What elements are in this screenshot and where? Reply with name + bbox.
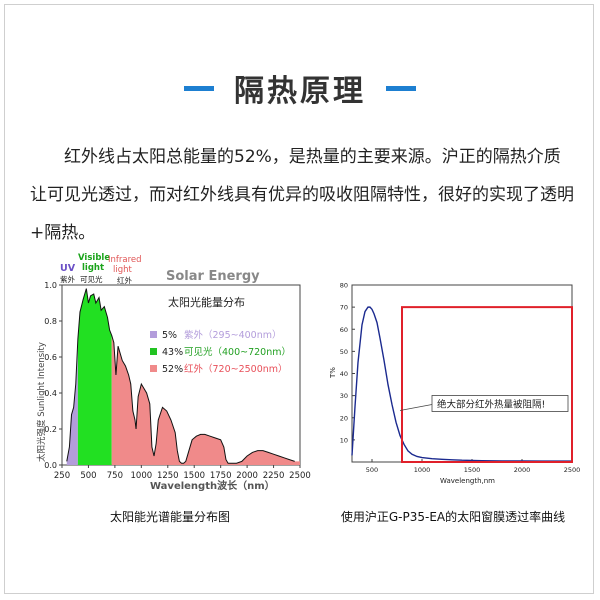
annotation-pointer (399, 404, 433, 411)
x-tick-label: 2250 (263, 471, 285, 481)
annotation-text: 绝大部分红外热量被阻隔! (437, 398, 545, 410)
x-tick-label: 2500 (289, 471, 311, 481)
legend-pct: 43% (162, 347, 183, 358)
chart-subtitle: 太阳光能量分布 (168, 295, 245, 309)
x-tick-label: 2000 (514, 466, 531, 474)
title-dash-right (386, 85, 416, 91)
spectrum-band-2 (111, 335, 301, 465)
legend-swatch (150, 331, 157, 338)
infrared-band-label-2: light (113, 265, 133, 275)
uv-band-label-zh: 紫外 (60, 274, 75, 284)
x-tick-label: 1500 (464, 466, 481, 474)
infrared-band-label-zh: 红外 (117, 275, 132, 285)
x-axis-label: Wavelength波长（nm） (150, 479, 275, 492)
x-tick-label: 1000 (131, 471, 153, 481)
solar-spectrum-caption: 太阳能光谱能量分布图 (109, 510, 230, 524)
legend-name: 紫外（295~400nm） (184, 329, 282, 341)
x-tick-label: 2000 (236, 471, 258, 481)
y-tick-label: 0.6 (44, 353, 57, 362)
uv-band-label: UV (60, 263, 76, 274)
y-tick-label: 1.0 (44, 281, 57, 290)
legend-swatch (150, 348, 157, 355)
chart-title: Solar Energy (166, 269, 260, 284)
y-tick-label: 40 (340, 370, 348, 378)
annotation-box (431, 395, 569, 412)
y-axis-label: 太阳光强度 Sunlight Intensity (36, 342, 47, 462)
title-row: 隔热原理 (0, 68, 600, 109)
legend-swatch (150, 365, 157, 372)
visible-band-label-zh: 可见光 (80, 274, 103, 284)
x-tick-label: 500 (366, 466, 378, 474)
x-tick-label: 1500 (183, 471, 205, 481)
legend-pct: 52% (162, 364, 183, 375)
x-tick-label: 1000 (414, 466, 431, 474)
highlight-box (401, 306, 573, 463)
y-tick-label: 20 (340, 414, 348, 422)
x-tick-label: 750 (107, 471, 123, 481)
page-title: 隔热原理 (234, 74, 366, 109)
plot-area (351, 284, 573, 463)
y-tick-label: 70 (340, 304, 348, 312)
legend-pct: 5% (162, 330, 177, 341)
y-tick-label: 0.2 (44, 425, 57, 434)
legend-name: 可见光（400~720nm） (184, 346, 291, 358)
y-tick-label: 10 (340, 436, 348, 444)
spectrum-band-1 (77, 288, 112, 465)
y-tick-label: 0.0 (44, 461, 57, 470)
title-dash-left (184, 85, 214, 91)
x-tick-label: 250 (54, 471, 70, 481)
y-tick-label: 0.8 (44, 317, 57, 326)
y-tick-label: 60 (340, 326, 348, 334)
y-tick-label: 30 (340, 392, 348, 400)
x-tick-label: 1250 (157, 471, 179, 481)
page-frame (4, 4, 594, 594)
y-axis-label: T% (329, 367, 337, 379)
spectrum-band-0 (66, 339, 78, 465)
infrared-band-label: Infrared (108, 255, 142, 265)
x-tick-label: 500 (80, 471, 96, 481)
visible-band-label-2: light (82, 263, 104, 273)
x-axis-label: Wavelength,nm (440, 477, 495, 485)
spectrum-line (66, 288, 295, 464)
y-tick-label: 80 (340, 282, 348, 290)
y-tick-label: 50 (340, 348, 348, 356)
visible-band-label: Visible (78, 253, 110, 263)
x-tick-label: 1750 (210, 471, 232, 481)
x-tick-label: 2500 (564, 466, 581, 474)
transmittance-caption: 使用沪正G-P35-EA的太阳窗膜透过率曲线 (340, 510, 566, 524)
legend-name: 红外（720~2500nm） (184, 363, 288, 375)
y-tick-label: 0.4 (44, 389, 57, 398)
intro-text: 红外线占太阳总能量的52%，是热量的主要来源。沪正的隔热介质让可见光透过，而对红… (30, 147, 574, 243)
